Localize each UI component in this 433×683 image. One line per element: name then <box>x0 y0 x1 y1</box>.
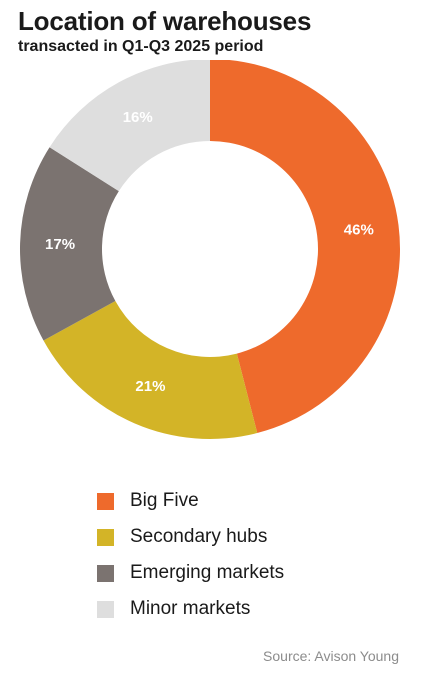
slice-emerging-markets <box>20 147 119 341</box>
legend-label-secondary-hubs: Secondary hubs <box>130 526 268 547</box>
legend-item-emerging-markets: Emerging markets <box>97 555 284 591</box>
legend-label-big-five: Big Five <box>130 490 199 511</box>
legend-item-minor-markets: Minor markets <box>97 591 284 627</box>
legend-item-secondary-hubs: Secondary hubs <box>97 519 284 555</box>
legend-label-minor-markets: Minor markets <box>130 598 251 619</box>
source-note: Source: Avison Young <box>263 648 399 664</box>
legend-item-big-five: Big Five <box>97 483 284 519</box>
chart-subtitle: transacted in Q1-Q3 2025 period <box>18 38 264 55</box>
slice-label-emerging-markets: 17% <box>45 236 75 253</box>
legend-label-emerging-markets: Emerging markets <box>130 562 285 583</box>
slice-label-big-five: 46% <box>344 222 374 239</box>
slice-big-five <box>210 60 400 434</box>
legend-swatch-minor-markets <box>97 600 114 618</box>
slice-minor-markets <box>49 60 210 192</box>
slice-label-secondary-hubs: 21% <box>135 378 165 395</box>
slice-label-minor-markets: 16% <box>123 109 153 126</box>
legend-swatch-emerging-markets <box>97 564 114 582</box>
legend-swatch-big-five <box>97 492 114 510</box>
slice-secondary-hubs <box>43 301 258 440</box>
chart-legend: Big Five Secondary hubs Emerging markets… <box>97 483 284 627</box>
legend-swatch-secondary-hubs <box>97 528 114 546</box>
donut-chart: 46% 21% 17% 16% <box>20 60 400 440</box>
chart-title: Location of warehouses <box>18 6 312 36</box>
